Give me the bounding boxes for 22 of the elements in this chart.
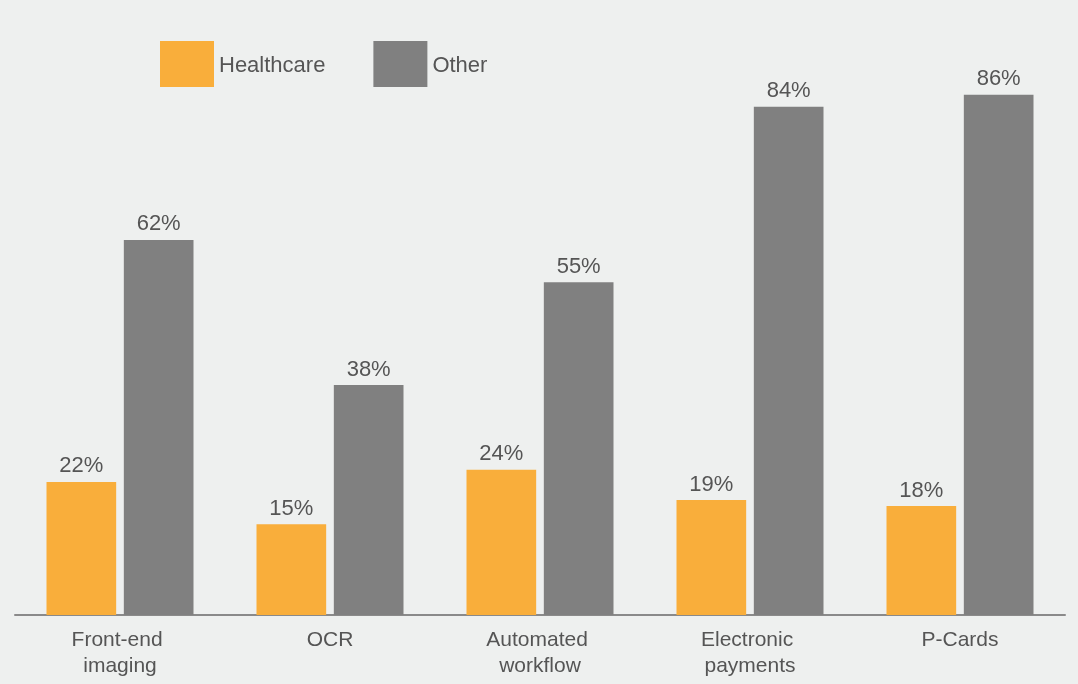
x-tick-label: Automated workflow: [486, 626, 594, 676]
bar: [46, 481, 117, 615]
data-label: 62%: [136, 210, 181, 236]
legend-label: Other: [432, 51, 488, 77]
x-tick-label: Front-end imaging: [71, 626, 169, 676]
bar: [256, 524, 327, 615]
data-label: 84%: [766, 77, 811, 103]
bar: [676, 500, 747, 615]
data-label: 24%: [479, 440, 524, 466]
bar: [466, 469, 537, 615]
legend-label: Healthcare: [219, 51, 326, 77]
x-tick-label: Electronic payments: [700, 626, 800, 676]
data-label: 55%: [556, 252, 601, 278]
data-label: 19%: [689, 470, 734, 496]
x-tick-label: OCR: [306, 626, 354, 650]
x-tick-label: P-Cards: [921, 626, 999, 650]
data-label: 22%: [59, 452, 104, 478]
data-label: 38%: [346, 355, 391, 381]
data-label: 15%: [269, 494, 314, 520]
data-label: 18%: [899, 476, 944, 502]
bar: [886, 506, 957, 615]
data-label: 86%: [976, 65, 1021, 91]
